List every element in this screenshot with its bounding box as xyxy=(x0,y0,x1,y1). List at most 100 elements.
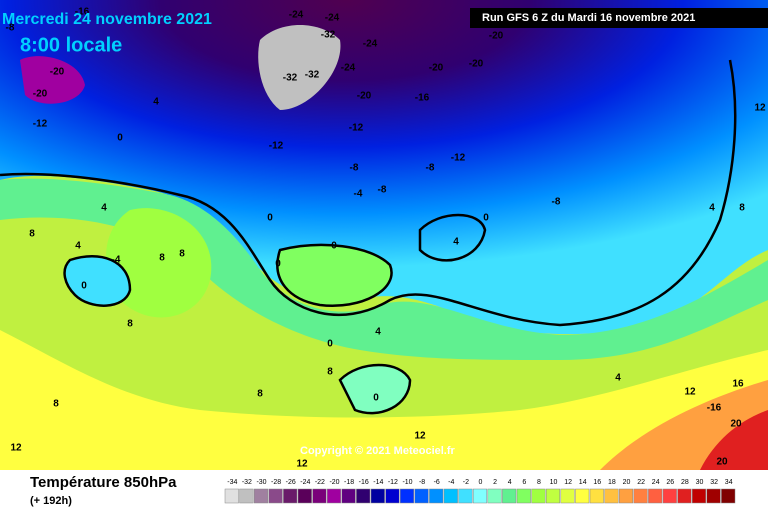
scale-swatch xyxy=(721,488,736,504)
scale-swatch xyxy=(341,488,356,504)
scale-swatch xyxy=(429,488,444,504)
scale-swatch xyxy=(268,488,283,504)
scale-swatch xyxy=(604,488,619,504)
contour-label: -16 xyxy=(75,7,90,18)
time: 8:00 locale xyxy=(20,34,122,56)
contour-label: -20 xyxy=(469,59,484,70)
contour-label: 12 xyxy=(10,443,22,454)
contour-label: -20 xyxy=(357,91,372,102)
contour-label: -8 xyxy=(378,185,387,196)
contour-label: 4 xyxy=(153,97,159,108)
footer-title: Température 850hPa xyxy=(30,474,177,491)
contour-label: -24 xyxy=(363,39,378,50)
contour-label: -16 xyxy=(415,93,430,104)
contour-label: 4 xyxy=(101,203,107,214)
scale-swatch xyxy=(356,488,371,504)
contour-label: 0 xyxy=(373,393,379,404)
scale-label: -16 xyxy=(359,479,369,486)
scale-swatch xyxy=(297,488,312,504)
scale-label: -28 xyxy=(271,479,281,486)
contour-label: 0 xyxy=(327,339,333,350)
contour-label: -8 xyxy=(426,163,435,174)
scale-label: -32 xyxy=(242,479,252,486)
contour-label: -8 xyxy=(6,23,15,34)
contour-label: 0 xyxy=(483,213,489,224)
contour-label: -24 xyxy=(289,10,304,21)
contour-label: 8 xyxy=(739,203,745,214)
contour-label: -24 xyxy=(325,13,340,24)
scale-swatch xyxy=(618,488,634,504)
contour-label: 0 xyxy=(267,213,273,224)
scale-swatch xyxy=(253,488,269,504)
scale-swatch xyxy=(414,488,429,504)
scale-swatch xyxy=(326,488,342,504)
contour-label: 8 xyxy=(159,253,165,264)
contour-label: 4 xyxy=(375,327,381,338)
contour-label: -20 xyxy=(429,63,444,74)
scale-swatch xyxy=(589,488,604,504)
scale-swatch xyxy=(399,488,415,504)
color-scale: -34 -32 -30 -28 -26 -24 -22 -20 -18 -16 -14 -12 -10-… xyxy=(224,479,736,504)
contour-label: 0 xyxy=(81,281,87,292)
contour-label: 0 xyxy=(275,259,281,270)
contour-label: 8 xyxy=(127,319,133,330)
contour-label: 16 xyxy=(732,379,744,390)
scale-label: -8 xyxy=(419,479,425,486)
scale-swatch xyxy=(224,488,239,504)
scale-swatch xyxy=(691,488,707,504)
contour-label: 4 xyxy=(453,237,459,248)
map-field xyxy=(0,0,768,470)
scale-label: 28 xyxy=(681,479,689,486)
contour-label: -24 xyxy=(341,63,356,74)
scale-label: 18 xyxy=(608,479,616,486)
scale-swatch xyxy=(531,488,546,504)
scale-label: 34 xyxy=(725,479,733,486)
contour-label: -12 xyxy=(451,153,466,164)
contour-label: 12 xyxy=(754,103,766,114)
contour-label: 12 xyxy=(684,387,696,398)
scale-label: 8 xyxy=(537,479,541,486)
contour-label: -32 xyxy=(321,30,336,41)
scale-label: -30 xyxy=(256,479,266,486)
scale-label: -6 xyxy=(434,479,440,486)
scale-swatch xyxy=(502,488,517,504)
scale-label: 2 xyxy=(493,479,497,486)
scale-label: -26 xyxy=(286,479,296,486)
scale-swatch xyxy=(648,488,663,504)
contour-label: -4 xyxy=(112,255,121,266)
contour-label: -4 xyxy=(354,189,363,200)
scale-label: 10 xyxy=(550,479,558,486)
contour-label: -32 xyxy=(305,70,320,81)
scale-swatch xyxy=(487,488,502,504)
scale-swatch xyxy=(385,488,400,504)
contour-label: 12 xyxy=(296,459,308,470)
contour-label: 8 xyxy=(29,229,35,240)
contour-label: 8 xyxy=(257,389,263,400)
scale-label: -20 xyxy=(329,479,339,486)
scale-label: -24 xyxy=(300,479,310,486)
contour-label: -20 xyxy=(33,89,48,100)
date: Mercredi 24 novembre 2021 xyxy=(2,11,212,28)
scale-label: -2 xyxy=(463,479,469,486)
scale-swatch xyxy=(706,488,721,504)
scale-label: -22 xyxy=(315,479,325,486)
contour-label: -8 xyxy=(350,163,359,174)
scale-swatch xyxy=(472,488,488,504)
scale-label: 32 xyxy=(710,479,718,486)
scale-label: -34 xyxy=(227,479,237,486)
copyright: Copyright © 2021 Meteociel.fr xyxy=(300,445,456,457)
contour-label: 4 xyxy=(709,203,715,214)
scale-label: 20 xyxy=(623,479,631,486)
contour-label: 8 xyxy=(179,249,185,260)
contour-label: 20 xyxy=(716,457,728,468)
contour-label: 0 xyxy=(331,241,337,252)
scale-swatch xyxy=(560,488,575,504)
scale-swatch xyxy=(662,488,677,504)
scale-swatch xyxy=(677,488,692,504)
scale-swatch xyxy=(458,488,473,504)
scale-label: 24 xyxy=(652,479,660,486)
scale-swatch xyxy=(443,488,458,504)
footer-lead: (+ 192h) xyxy=(30,495,72,507)
scale-label: 4 xyxy=(508,479,512,486)
